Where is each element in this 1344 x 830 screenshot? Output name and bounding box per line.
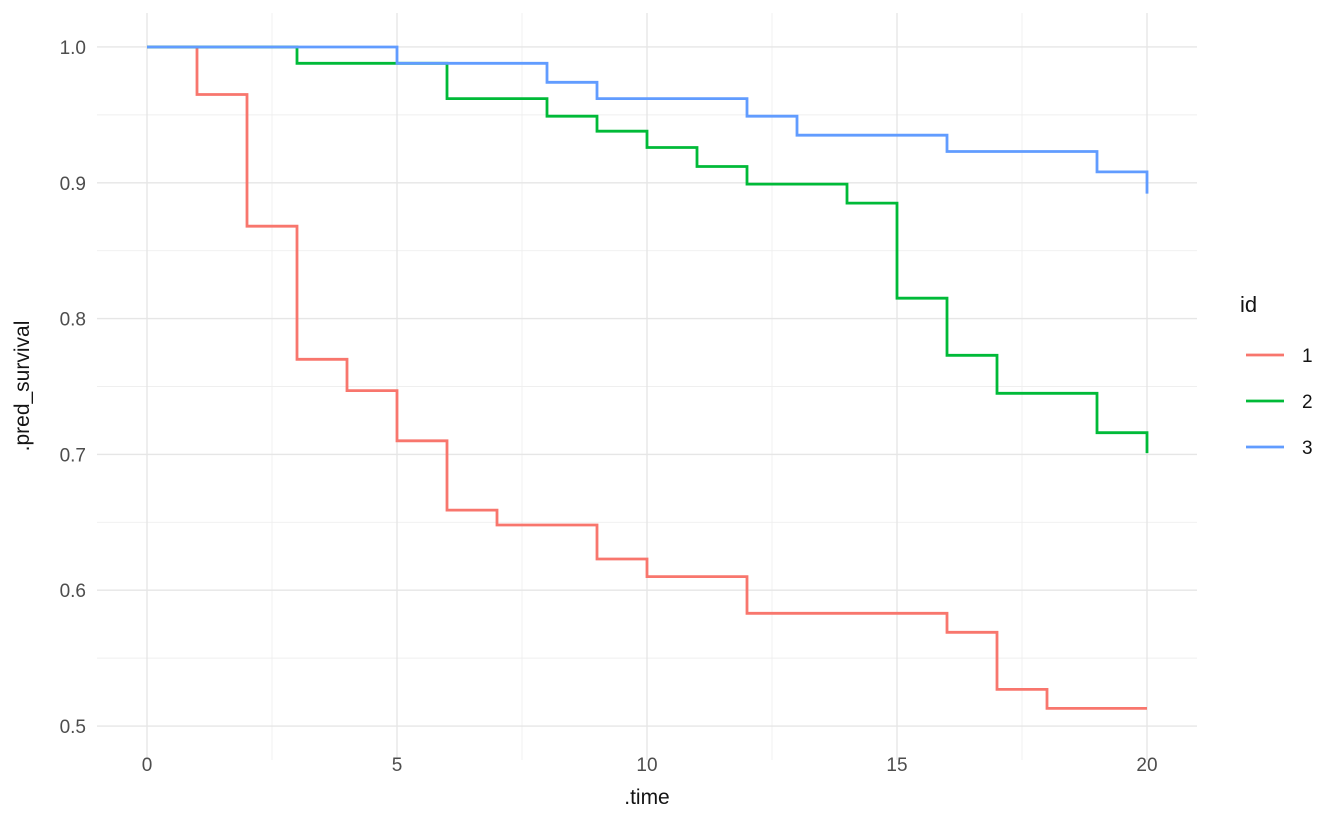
y-tick-label-1.0: 1.0 bbox=[60, 38, 86, 59]
y-axis-title: .pred_survival bbox=[11, 321, 34, 452]
y-tick-label-0.5: 0.5 bbox=[60, 717, 86, 738]
x-tick-label-5: 5 bbox=[392, 755, 403, 776]
series-lines bbox=[147, 45, 1149, 710]
x-tick-labels: 0 5 10 15 20 bbox=[142, 755, 1158, 776]
x-tick-label-15: 15 bbox=[886, 755, 907, 776]
y-tick-label-0.6: 0.6 bbox=[60, 581, 86, 602]
series-line-3 bbox=[147, 45, 1149, 194]
legend-label-3: 3 bbox=[1302, 438, 1313, 459]
x-tick-label-0: 0 bbox=[142, 755, 153, 776]
series-line-1 bbox=[147, 45, 1147, 710]
series-line-2 bbox=[147, 45, 1149, 454]
legend-label-1: 1 bbox=[1302, 346, 1313, 367]
x-tick-label-10: 10 bbox=[636, 755, 657, 776]
y-tick-label-0.8: 0.8 bbox=[60, 310, 86, 331]
legend-label-2: 2 bbox=[1302, 392, 1313, 413]
legend-items: 1 2 3 bbox=[1246, 346, 1313, 459]
legend-title: id bbox=[1240, 292, 1257, 317]
y-tick-label-0.9: 0.9 bbox=[60, 174, 86, 195]
y-tick-labels: 0.5 0.6 0.7 0.8 0.9 1.0 bbox=[60, 38, 86, 738]
y-tick-label-0.7: 0.7 bbox=[60, 445, 86, 466]
x-tick-label-20: 20 bbox=[1136, 755, 1157, 776]
x-axis-title: .time bbox=[624, 786, 670, 809]
legend: id 1 2 3 bbox=[1240, 292, 1313, 459]
